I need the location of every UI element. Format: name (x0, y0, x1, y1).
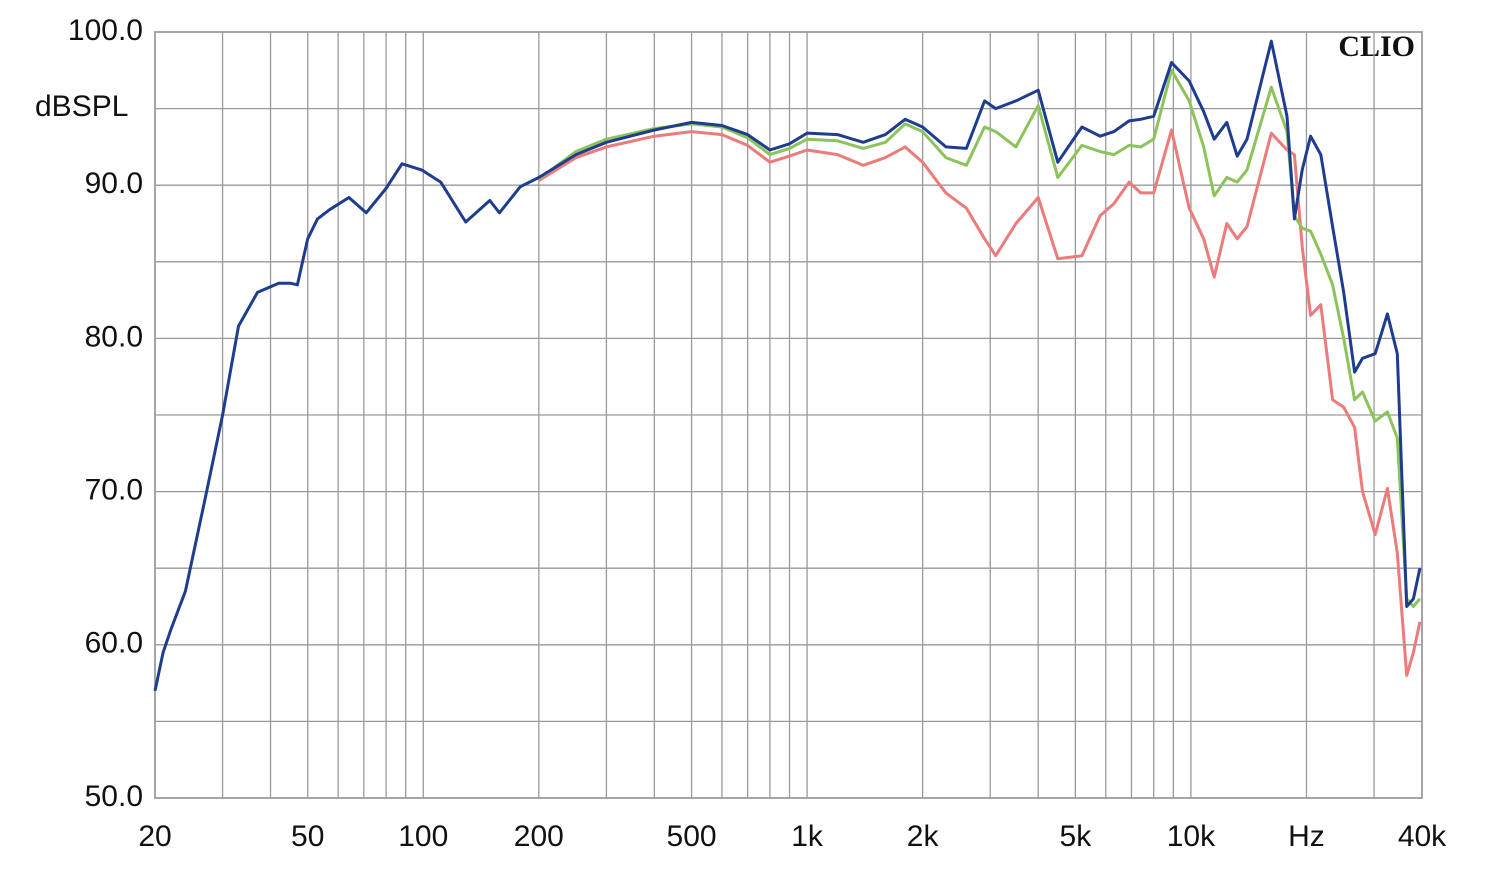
x-tick-label: 20 (138, 820, 171, 853)
y-axis-label: dBSPL (35, 90, 128, 123)
x-tick-label: 10k (1167, 820, 1216, 853)
response-curve (153, 39, 1422, 692)
x-tick-label: 500 (667, 820, 717, 853)
y-tick-label: 90.0 (85, 167, 143, 200)
x-tick-label: 5k (1060, 820, 1093, 853)
response-curve (538, 128, 1422, 677)
y-tick-label: 100.0 (68, 14, 143, 47)
x-tick-label: 1k (791, 820, 824, 853)
y-tick-label: 70.0 (85, 474, 143, 507)
x-tick-label: Hz (1288, 820, 1325, 853)
response-curve (537, 68, 1422, 608)
y-tick-label: 50.0 (85, 780, 143, 813)
x-tick-label: 200 (514, 820, 564, 853)
x-tick-label: 100 (398, 820, 448, 853)
y-tick-label: 60.0 (85, 627, 143, 660)
x-tick-label: 50 (291, 820, 324, 853)
x-tick-label: 2k (907, 820, 940, 853)
annotation: CLIO (1338, 30, 1415, 63)
y-tick-label: 80.0 (85, 320, 143, 353)
x-tick-label: 40k (1398, 820, 1447, 853)
